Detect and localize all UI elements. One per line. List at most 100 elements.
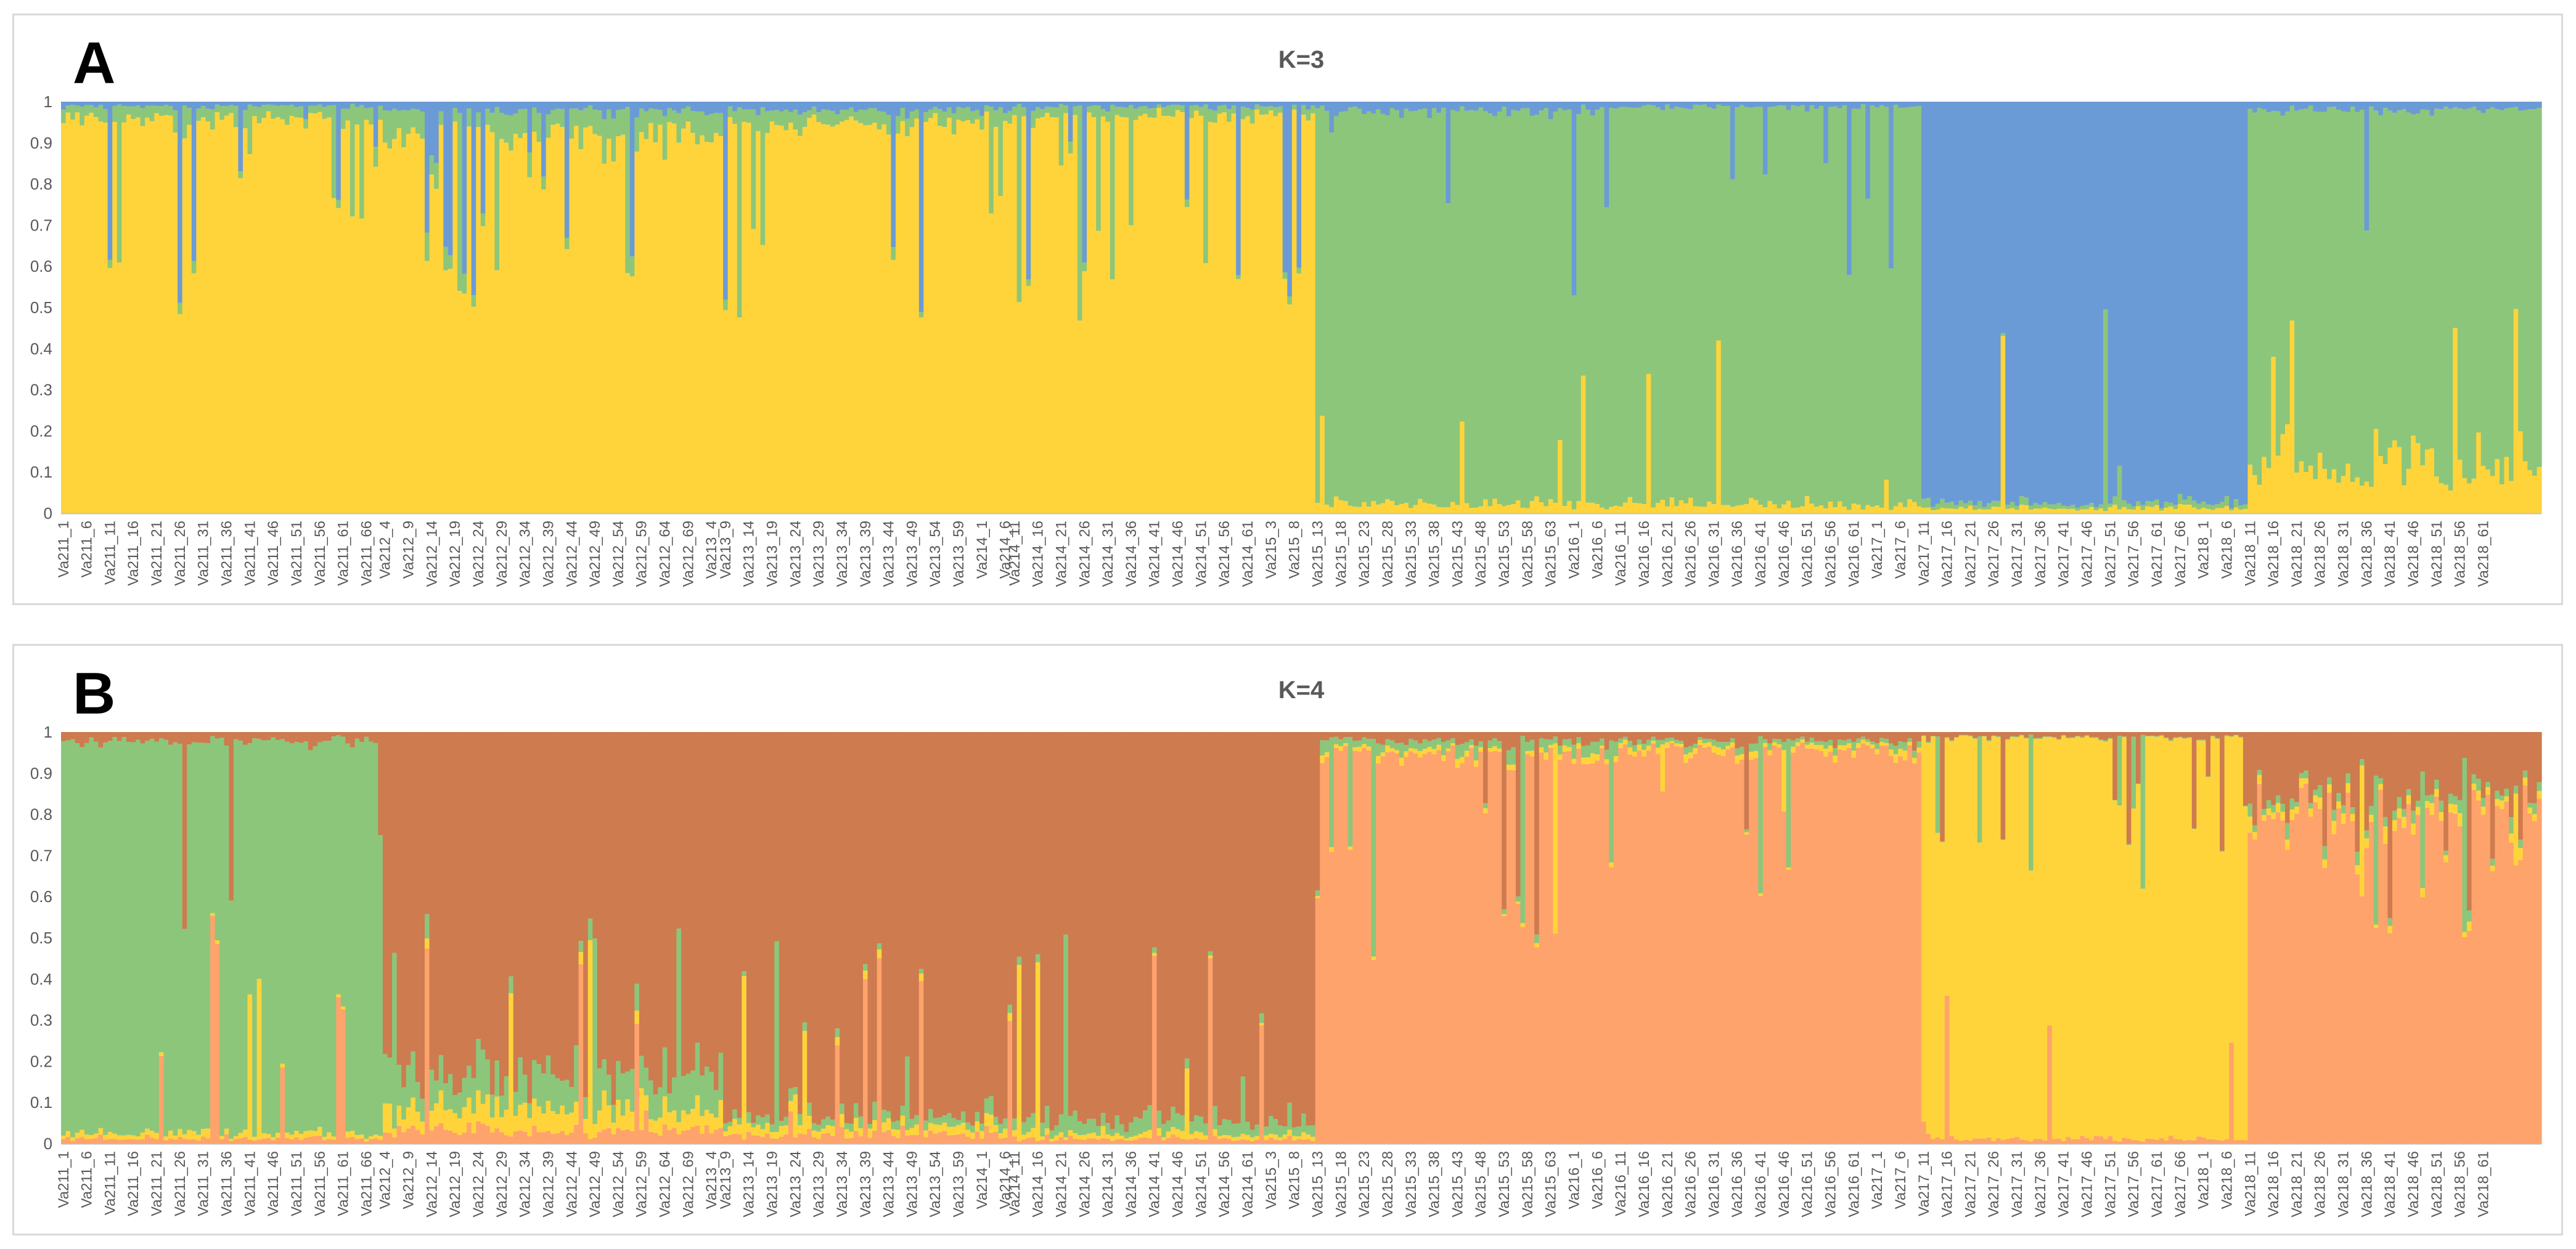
bar-segment — [2434, 108, 2440, 477]
bar-segment — [1870, 748, 1875, 1144]
bar-segment — [126, 732, 132, 742]
bar-segment — [2355, 477, 2360, 513]
x-tick-label: Va213_34 — [834, 521, 851, 587]
bar-segment — [2014, 510, 2020, 513]
bar-segment — [1413, 102, 1418, 112]
bar-segment — [1473, 767, 1479, 1144]
bar-segment — [1413, 732, 1418, 741]
bar-segment — [862, 964, 869, 971]
bar-segment — [881, 102, 887, 112]
bar-segment — [1497, 741, 1502, 749]
bar-segment — [1846, 732, 1852, 739]
bar-segment — [2275, 812, 2281, 1144]
bar-segment — [560, 1105, 565, 1131]
bar-segment — [2355, 732, 2360, 852]
bar-segment — [1399, 742, 1404, 758]
bar-segment — [117, 262, 122, 513]
bar-segment — [2299, 102, 2304, 110]
bar-segment — [2210, 736, 2216, 1139]
bar-segment — [560, 108, 565, 128]
bar-segment — [1730, 732, 1736, 739]
bar-segment — [1105, 1134, 1111, 1139]
bar-segment — [2420, 888, 2426, 898]
bar-segment — [695, 1043, 700, 1096]
x-tick-label: Va214_6 — [997, 521, 1014, 579]
bar-segment — [1487, 751, 1493, 1144]
bar-segment — [1725, 106, 1731, 505]
bar-segment — [2206, 509, 2211, 513]
bar-segment — [154, 1139, 160, 1144]
bar-segment — [369, 107, 374, 125]
bar-segment — [1329, 852, 1335, 1144]
bar-segment — [1487, 740, 1493, 749]
bar-segment — [1627, 497, 1633, 513]
bar-segment — [779, 102, 784, 112]
bar-segment — [2056, 102, 2062, 503]
x-tick-labels: Va211_1 Va211_6 Va211_11 Va211_16 Va211_21 Va… — [55, 521, 2492, 587]
bar-segment — [61, 732, 67, 741]
bar-segment — [1842, 740, 1847, 746]
bar-segment — [392, 1137, 398, 1144]
bar-segment — [406, 1065, 411, 1108]
bar-segment — [938, 1125, 943, 1133]
bar-segment — [667, 108, 673, 123]
bar-segment — [210, 129, 216, 513]
x-tick-label: Va215_23 — [1356, 521, 1373, 587]
x-tick-label: Va212_34 — [517, 1151, 534, 1218]
bar-segment — [2527, 109, 2533, 471]
bar-segment — [1968, 732, 1973, 736]
bar-segment — [1287, 102, 1293, 296]
bar-segment — [2480, 113, 2486, 466]
bar-segment — [103, 102, 108, 110]
bar-segment — [1502, 914, 1507, 916]
bar-segment — [923, 732, 929, 1121]
bar-segment — [872, 1120, 878, 1131]
bar-segment — [1902, 107, 1908, 507]
bar-segment — [881, 124, 887, 514]
bar-segment — [1529, 739, 1535, 751]
bar-segment — [2215, 504, 2220, 508]
bar-segment — [2439, 483, 2444, 513]
x-tick-label: Va211_16 — [125, 1151, 142, 1216]
bar-segment — [1082, 732, 1087, 1124]
x-tick-label: Va217_6 — [1892, 521, 1909, 579]
bar-segment — [247, 743, 253, 995]
bar-segment — [2262, 820, 2267, 1144]
bar-segment — [704, 1110, 709, 1126]
bar-segment — [1529, 102, 1535, 116]
bar-segment — [1511, 732, 1516, 747]
bar-segment — [504, 114, 509, 143]
bar-segment — [1912, 758, 1918, 763]
bar-segment — [2252, 825, 2258, 832]
bar-segment — [2206, 776, 2211, 1139]
bar-segment — [1609, 102, 1614, 108]
bar-segment — [858, 102, 864, 110]
bar-segment — [1217, 102, 1223, 106]
bar-segment — [1100, 1137, 1106, 1144]
bar-segment — [1324, 111, 1330, 505]
bar-segment — [1441, 742, 1447, 755]
bar-segment — [75, 105, 80, 113]
bar-segment — [2341, 805, 2346, 814]
x-tick-label: Va215_28 — [1380, 521, 1396, 587]
bar-segment — [1571, 102, 1577, 296]
bar-segment — [1096, 1136, 1102, 1140]
bar-segment — [1604, 759, 1609, 765]
bar-segment — [2448, 102, 2453, 109]
bar-segment — [2415, 113, 2421, 443]
bar-segment — [1744, 834, 1749, 1144]
bar-segment — [1795, 742, 1801, 746]
bar-segment — [112, 121, 118, 514]
bar-segment — [84, 1139, 89, 1144]
bar-segment — [1464, 751, 1470, 757]
bar-segment — [2084, 732, 2090, 736]
bar-segment — [1931, 102, 1936, 507]
bar-segment — [280, 105, 285, 120]
bar-segment — [1236, 102, 1241, 275]
bar-segment — [229, 102, 234, 105]
bar-segment — [1553, 934, 1558, 1144]
bar-segment — [1422, 102, 1428, 109]
bar-segment — [1576, 748, 1582, 1144]
bar-segment — [1245, 732, 1251, 1122]
bar-segment — [80, 732, 85, 747]
